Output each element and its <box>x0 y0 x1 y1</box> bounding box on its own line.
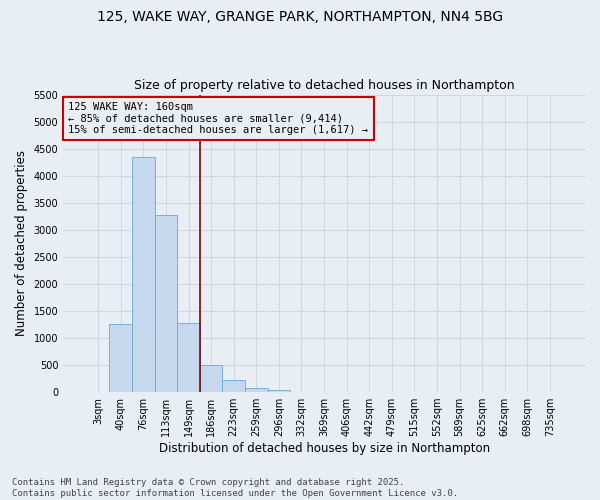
Bar <box>223 380 245 392</box>
Bar <box>155 214 177 392</box>
Bar <box>245 388 268 392</box>
Text: 125 WAKE WAY: 160sqm
← 85% of detached houses are smaller (9,414)
15% of semi-de: 125 WAKE WAY: 160sqm ← 85% of detached h… <box>68 102 368 135</box>
Text: 125, WAKE WAY, GRANGE PARK, NORTHAMPTON, NN4 5BG: 125, WAKE WAY, GRANGE PARK, NORTHAMPTON,… <box>97 10 503 24</box>
Title: Size of property relative to detached houses in Northampton: Size of property relative to detached ho… <box>134 79 514 92</box>
X-axis label: Distribution of detached houses by size in Northampton: Distribution of detached houses by size … <box>158 442 490 455</box>
Bar <box>109 324 132 392</box>
Y-axis label: Number of detached properties: Number of detached properties <box>15 150 28 336</box>
Text: Contains HM Land Registry data © Crown copyright and database right 2025.
Contai: Contains HM Land Registry data © Crown c… <box>12 478 458 498</box>
Bar <box>268 390 290 392</box>
Bar <box>132 157 155 392</box>
Bar <box>177 323 200 392</box>
Bar <box>200 365 223 392</box>
